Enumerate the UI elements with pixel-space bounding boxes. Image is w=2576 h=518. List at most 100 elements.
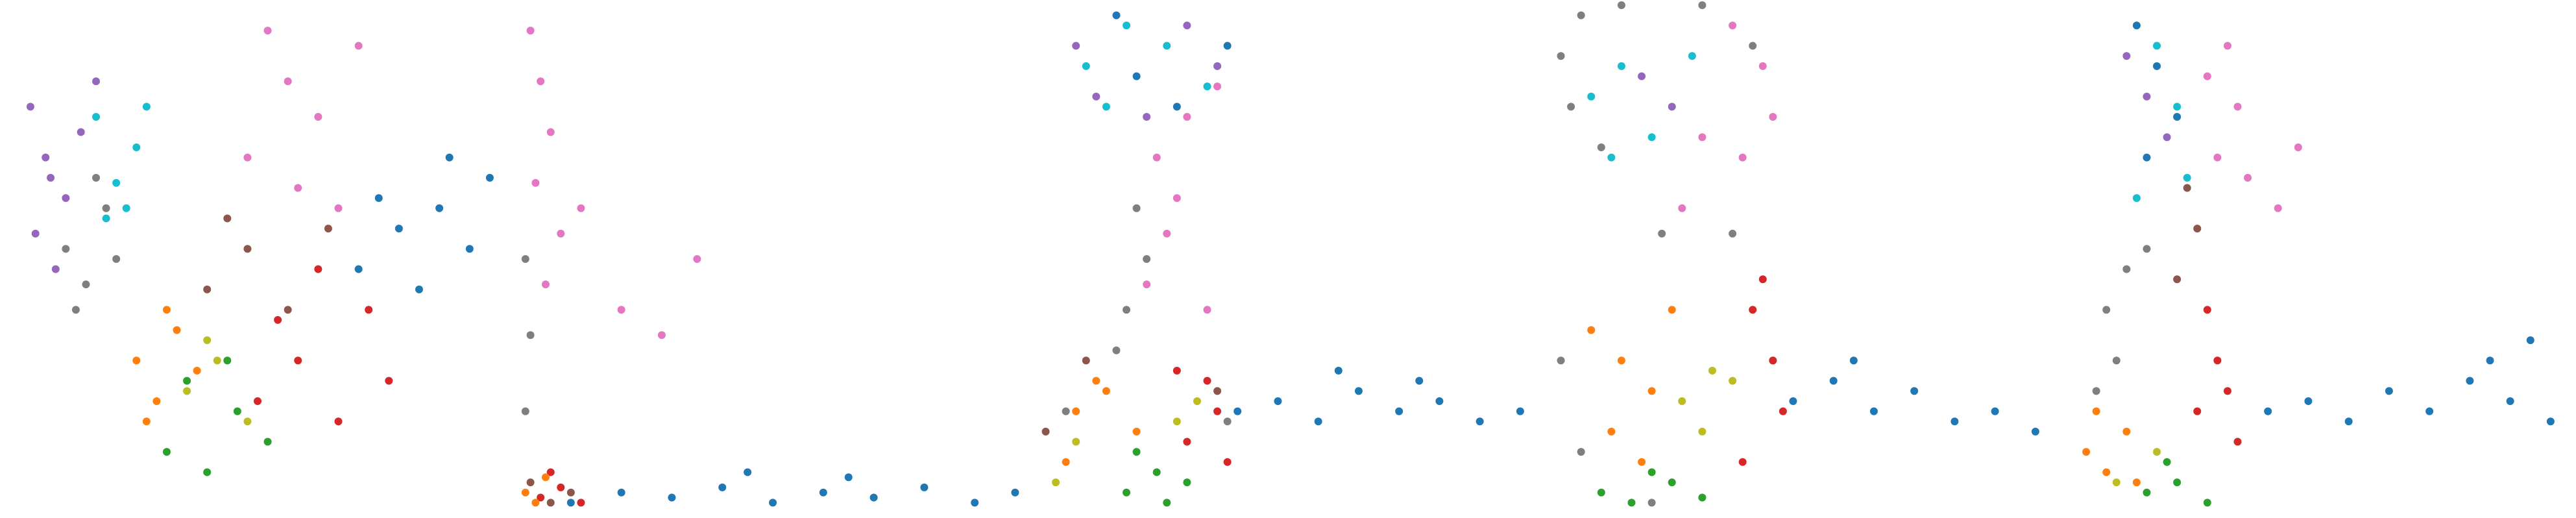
point	[1112, 346, 1121, 354]
point	[1354, 387, 1363, 395]
point	[1152, 468, 1161, 476]
point	[1749, 306, 1757, 314]
point	[1567, 103, 1575, 111]
point	[2506, 397, 2514, 405]
point	[183, 387, 191, 395]
point	[1112, 11, 1121, 19]
point	[1052, 478, 1060, 487]
point	[1102, 103, 1110, 111]
point	[112, 179, 121, 187]
point	[173, 326, 181, 334]
point	[2546, 417, 2555, 426]
point	[2183, 184, 2191, 192]
point	[465, 245, 474, 253]
point	[521, 255, 529, 263]
point	[1617, 62, 1625, 70]
point	[617, 488, 626, 497]
point	[1769, 113, 1777, 121]
point	[2203, 306, 2211, 314]
point	[2122, 427, 2131, 436]
point	[62, 245, 70, 253]
point	[1152, 153, 1161, 162]
point	[2112, 356, 2120, 365]
point	[2143, 245, 2151, 253]
point	[365, 306, 373, 314]
point	[1183, 438, 1191, 446]
point	[2173, 113, 2181, 121]
point	[2203, 72, 2211, 80]
point	[203, 285, 212, 293]
point	[920, 483, 929, 491]
point	[2294, 143, 2302, 151]
point	[1627, 499, 1636, 507]
point	[1617, 356, 1625, 365]
point	[526, 27, 535, 35]
point	[193, 367, 201, 375]
point	[2173, 478, 2181, 487]
point	[1132, 204, 1141, 212]
point	[485, 173, 494, 182]
point	[1123, 21, 1131, 30]
point	[1213, 82, 1222, 91]
point	[1163, 42, 1171, 50]
point	[62, 194, 70, 203]
point	[354, 265, 363, 273]
point	[1516, 407, 1524, 415]
point	[1869, 407, 1878, 415]
point	[294, 356, 302, 365]
point	[77, 128, 85, 136]
point	[1183, 21, 1191, 30]
point	[2143, 153, 2151, 162]
point	[1082, 356, 1090, 365]
point	[2304, 397, 2313, 405]
point	[1607, 153, 1616, 162]
point	[1072, 42, 1080, 50]
point	[1729, 21, 1737, 30]
point	[1183, 478, 1191, 487]
point	[102, 214, 110, 223]
point	[1223, 417, 1232, 426]
point	[254, 397, 261, 405]
point	[294, 184, 302, 192]
point	[531, 179, 540, 187]
point	[445, 153, 454, 162]
point	[1647, 133, 1656, 142]
point	[1082, 62, 1090, 70]
point	[47, 173, 55, 182]
point	[1729, 376, 1737, 385]
point	[1698, 1, 1707, 9]
point	[844, 473, 853, 482]
point	[1143, 280, 1151, 289]
point	[1062, 407, 1070, 415]
point	[243, 153, 252, 162]
point	[1557, 52, 1565, 60]
point	[1213, 407, 1222, 415]
point	[546, 468, 555, 476]
point	[203, 336, 212, 345]
point	[223, 214, 232, 223]
point	[435, 204, 444, 212]
point	[42, 153, 50, 162]
point	[2385, 387, 2393, 395]
point	[546, 499, 555, 507]
point	[1758, 275, 1767, 284]
point	[1203, 376, 1211, 385]
point	[1668, 478, 1676, 487]
point	[1597, 488, 1605, 497]
point	[546, 128, 555, 136]
point	[132, 356, 141, 365]
point	[668, 493, 676, 502]
point	[2486, 356, 2494, 365]
point	[314, 265, 322, 273]
point	[2153, 62, 2161, 70]
point	[1314, 417, 1322, 426]
point	[566, 499, 575, 507]
point	[1123, 488, 1131, 497]
point	[1203, 82, 1211, 91]
point	[693, 255, 701, 263]
point	[1132, 448, 1141, 456]
point	[2132, 21, 2141, 30]
point	[334, 417, 343, 426]
point	[1233, 407, 1242, 415]
